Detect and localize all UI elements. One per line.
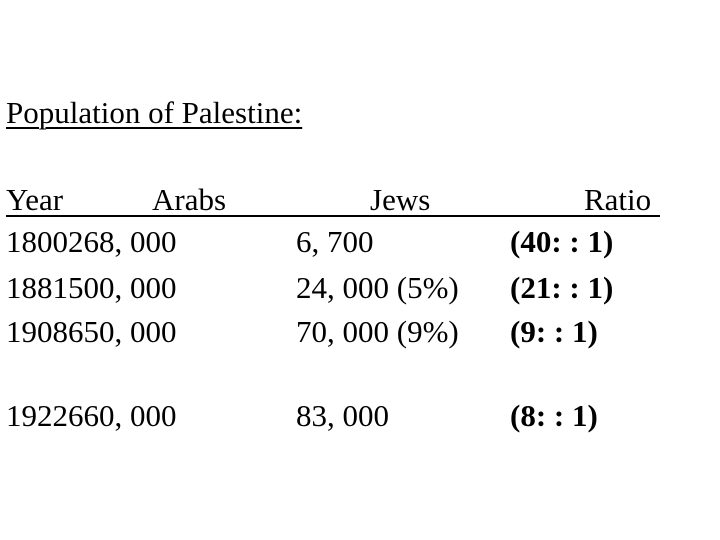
row-year-arabs: 1800268, 000 [6,224,177,259]
row-ratio: (9: : 1) [510,314,598,349]
row-jews: 83, 000 [296,398,389,433]
header-arabs: Arabs [152,182,227,217]
header-ratio: Ratio [584,182,652,217]
row-ratio: (21: : 1) [510,270,614,305]
header-jews: Jews [370,182,431,217]
row-jews: 6, 700 [296,224,374,259]
header-year: Year [6,182,64,217]
header-underline [6,215,660,217]
row-ratio: (8: : 1) [510,398,598,433]
row-jews: 24, 000 (5%) [296,270,459,305]
row-year-arabs: 1881500, 000 [6,270,177,305]
row-jews: 70, 000 (9%) [296,314,459,349]
row-year-arabs: 1922660, 000 [6,398,177,433]
row-year-arabs: 1908650, 000 [6,314,177,349]
row-ratio: (40: : 1) [510,224,614,259]
page-title: Population of Palestine: [6,95,303,130]
